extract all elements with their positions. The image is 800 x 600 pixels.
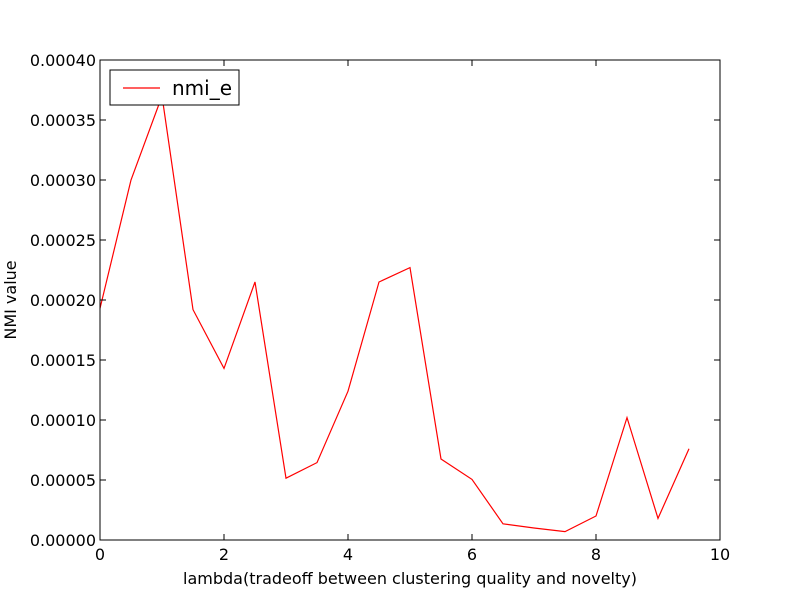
y-tick-label: 0.00000 bbox=[30, 531, 96, 550]
y-tick-label: 0.00025 bbox=[30, 231, 96, 250]
y-tick-label: 0.00035 bbox=[30, 111, 96, 130]
y-axis-label: NMI value bbox=[1, 260, 20, 339]
legend-label: nmi_e bbox=[172, 76, 232, 100]
x-tick-label: 8 bbox=[591, 545, 601, 564]
x-tick-label: 0 bbox=[95, 545, 105, 564]
y-tick-label: 0.00005 bbox=[30, 471, 96, 490]
y-tick-label: 0.00040 bbox=[30, 51, 96, 70]
x-tick-label: 10 bbox=[710, 545, 730, 564]
series-line-nmi_e bbox=[99, 95, 690, 533]
plot-area bbox=[100, 60, 720, 540]
x-tick-label: 6 bbox=[467, 545, 477, 564]
y-tick-label: 0.00015 bbox=[30, 351, 96, 370]
y-tick-label: 0.00030 bbox=[30, 171, 96, 190]
x-axis-label: lambda(tradeoff between clustering quali… bbox=[183, 569, 637, 588]
x-tick-label: 4 bbox=[343, 545, 353, 564]
legend: nmi_e bbox=[109, 69, 240, 106]
y-tick-label: 0.00020 bbox=[30, 291, 96, 310]
series-layer bbox=[99, 95, 690, 533]
x-axis-ticks: 0 2 4 6 8 10 bbox=[95, 60, 730, 564]
x-tick-label: 2 bbox=[219, 545, 229, 564]
y-tick-label: 0.00010 bbox=[30, 411, 96, 430]
y-axis-ticks: 0.00000 0.00005 0.00010 0.00015 0.00020 0.000… bbox=[30, 51, 720, 550]
